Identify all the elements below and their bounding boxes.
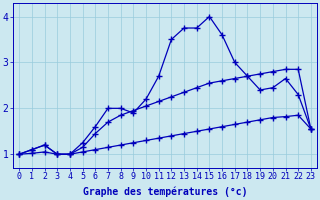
X-axis label: Graphe des températures (°c): Graphe des températures (°c) xyxy=(83,187,247,197)
